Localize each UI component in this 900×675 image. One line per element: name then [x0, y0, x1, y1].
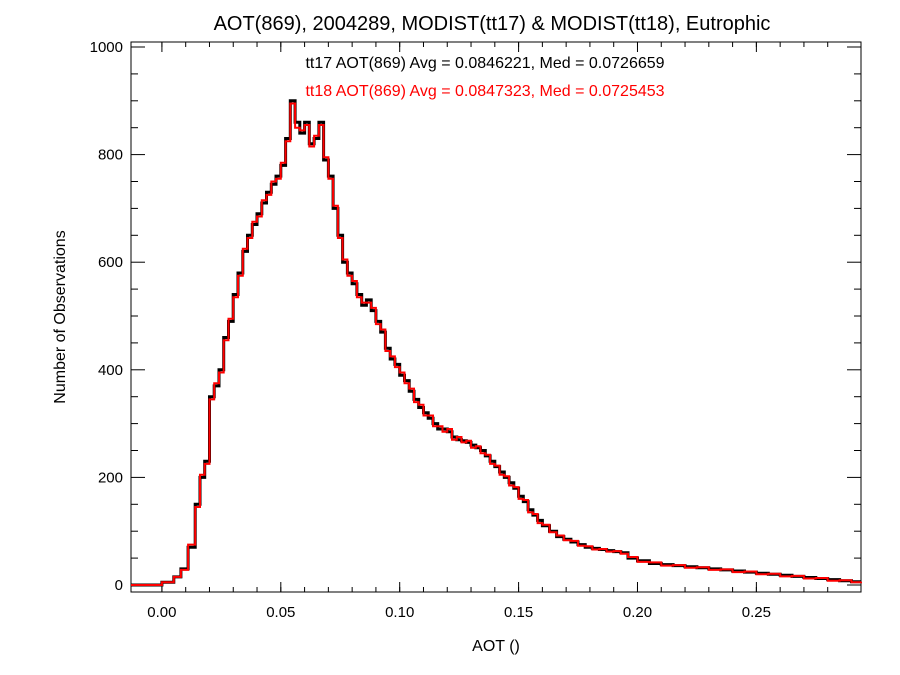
x-tick-label: 0.25	[742, 604, 771, 621]
series-line-tt17	[131, 99, 861, 587]
y-axis-ticks: 0 200 400 600 800 1000	[90, 39, 861, 594]
x-tick-label: 0.05	[266, 604, 295, 621]
x-axis-ticks: 0.00 0.05 0.10 0.15 0.20 0.25	[147, 42, 829, 621]
x-axis-label: AOT ()	[472, 638, 520, 655]
x-tick-label: 0.00	[147, 604, 176, 621]
y-tick-label: 200	[98, 469, 123, 486]
annotation-tt18: tt18 AOT(869) Avg = 0.0847323, Med = 0.0…	[305, 83, 664, 100]
plot-frame	[130, 41, 862, 593]
annotation-tt17: tt17 AOT(869) Avg = 0.0846221, Med = 0.0…	[305, 55, 664, 72]
y-tick-label: 600	[98, 254, 123, 271]
y-axis-label: Number of Observations	[52, 230, 69, 403]
y-tick-label: 1000	[90, 39, 123, 56]
chart-title: AOT(869), 2004289, MODIST(tt17) & MODIST…	[214, 13, 771, 35]
y-tick-label: 0	[115, 577, 123, 594]
series-layer	[131, 99, 862, 587]
y-tick-label: 400	[98, 362, 123, 379]
x-tick-label: 0.20	[623, 604, 652, 621]
series-line-tt18	[131, 102, 862, 586]
x-tick-label: 0.15	[504, 604, 533, 621]
x-tick-label: 0.10	[385, 604, 414, 621]
y-tick-label: 800	[98, 147, 123, 164]
